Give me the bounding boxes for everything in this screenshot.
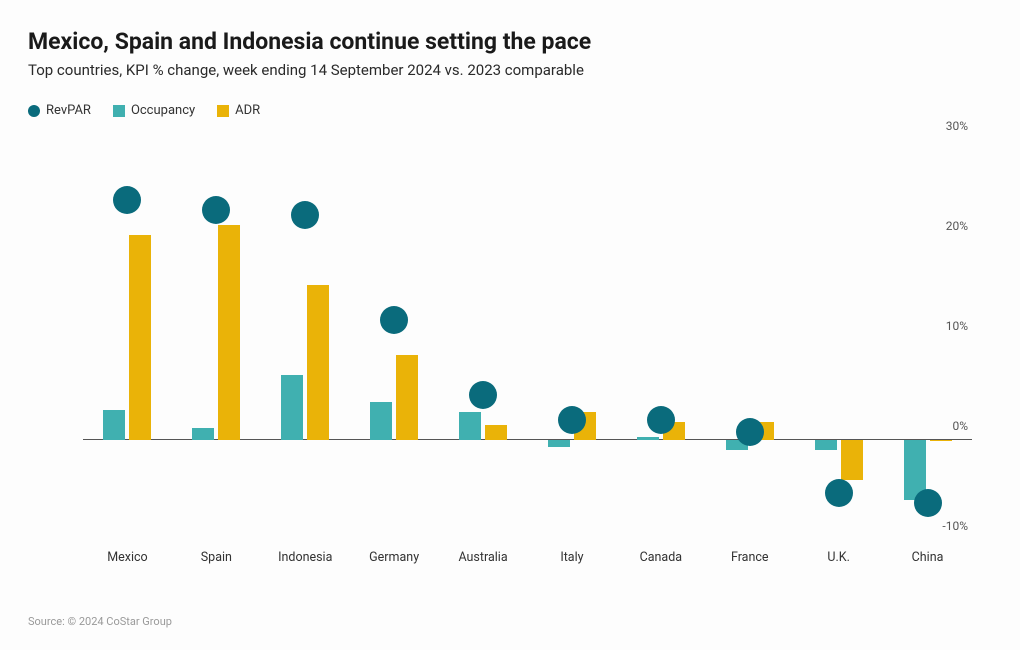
source-attribution: Source: © 2024 CoStar Group bbox=[28, 615, 172, 628]
x-axis-label: Australia bbox=[458, 550, 507, 565]
revpar-dot bbox=[647, 406, 675, 434]
x-axis-label: U.K. bbox=[827, 550, 850, 565]
occupancy-bar bbox=[637, 437, 659, 440]
legend-label: ADR bbox=[235, 103, 260, 118]
x-axis-labels: Mexico Spain Indonesia Germany Australia Ital… bbox=[83, 550, 972, 570]
revpar-dot bbox=[914, 489, 942, 517]
occupancy-bar bbox=[370, 402, 392, 440]
x-axis-label: Canada bbox=[640, 550, 683, 565]
revpar-dot bbox=[736, 418, 764, 446]
x-axis-label: Germany bbox=[369, 550, 419, 565]
y-tick-label: 10% bbox=[78, 319, 968, 333]
revpar-dot bbox=[291, 201, 319, 229]
occupancy-square-icon bbox=[113, 105, 125, 117]
revpar-dot bbox=[558, 406, 586, 434]
y-tick-label: 30% bbox=[78, 119, 968, 133]
revpar-dot-icon bbox=[28, 105, 40, 117]
adr-bar bbox=[129, 235, 151, 440]
occupancy-bar bbox=[548, 440, 570, 447]
revpar-dot bbox=[825, 479, 853, 507]
adr-square-icon bbox=[217, 105, 229, 117]
x-axis-label: China bbox=[912, 550, 944, 565]
adr-bar bbox=[396, 355, 418, 440]
y-tick-label: -10% bbox=[78, 519, 968, 533]
adr-bar bbox=[307, 285, 329, 440]
chart-title: Mexico, Spain and Indonesia continue set… bbox=[28, 28, 992, 55]
revpar-dot bbox=[380, 306, 408, 334]
legend-label: RevPAR bbox=[46, 103, 91, 118]
occupancy-bar bbox=[459, 412, 481, 440]
x-axis-label: Indonesia bbox=[278, 550, 332, 565]
chart-container: Mexico, Spain and Indonesia continue set… bbox=[0, 0, 1020, 650]
legend: RevPAR Occupancy ADR bbox=[28, 103, 992, 118]
revpar-dot bbox=[202, 196, 230, 224]
x-axis-label: Mexico bbox=[107, 550, 147, 565]
legend-item-revpar: RevPAR bbox=[28, 103, 91, 118]
plot-area: -10%0%10%20%30% bbox=[83, 140, 972, 540]
zero-line bbox=[83, 439, 972, 440]
revpar-dot bbox=[469, 381, 497, 409]
occupancy-bar bbox=[815, 440, 837, 450]
legend-label: Occupancy bbox=[131, 103, 195, 118]
x-axis-label: Spain bbox=[201, 550, 232, 565]
chart-subtitle: Top countries, KPI % change, week ending… bbox=[28, 61, 992, 79]
chart-area: -10%0%10%20%30% Mexico Spain Indonesia Germ… bbox=[58, 140, 972, 570]
legend-item-adr: ADR bbox=[217, 103, 260, 118]
legend-item-occupancy: Occupancy bbox=[113, 103, 195, 118]
adr-bar bbox=[930, 440, 952, 441]
adr-bar bbox=[485, 425, 507, 440]
occupancy-bar bbox=[192, 428, 214, 440]
revpar-dot bbox=[113, 186, 141, 214]
occupancy-bar bbox=[103, 410, 125, 440]
adr-bar bbox=[218, 225, 240, 440]
occupancy-bar bbox=[281, 375, 303, 440]
x-axis-label: France bbox=[731, 550, 769, 565]
x-axis-label: Italy bbox=[560, 550, 583, 565]
adr-bar bbox=[841, 440, 863, 480]
